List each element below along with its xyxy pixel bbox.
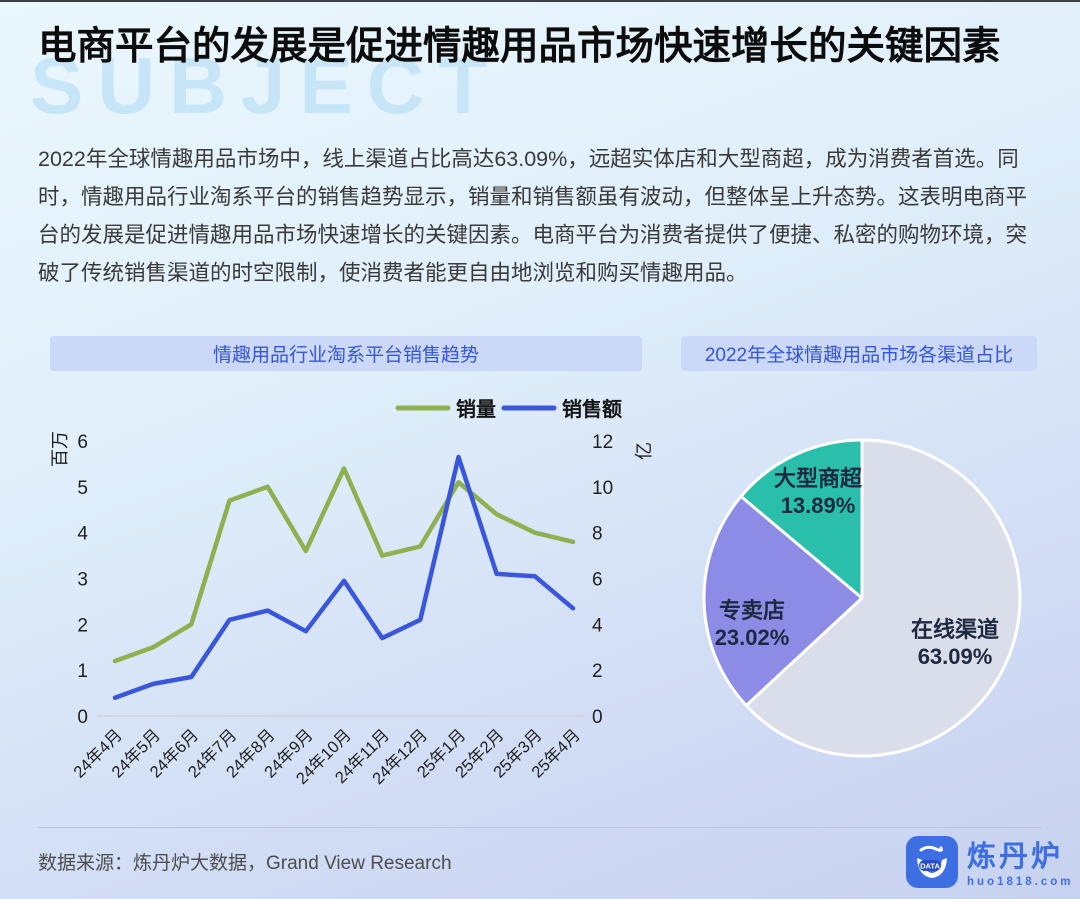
right-axis-unit: 亿 bbox=[634, 442, 654, 460]
data-badge-label: DATA bbox=[920, 862, 940, 871]
footer-divider bbox=[38, 827, 1042, 828]
line-series-销售额 bbox=[112, 454, 576, 700]
pie-slice-label: 大型商超 bbox=[774, 466, 863, 491]
legend-label: 销售额 bbox=[562, 397, 622, 421]
logo-name: 炼丹炉 bbox=[967, 840, 1064, 873]
pie-slice-在线渠道 bbox=[744, 438, 1022, 758]
left-axis-tick: 3 bbox=[77, 570, 88, 591]
right-axis-tick: 6 bbox=[592, 570, 603, 591]
legend-label: 销量 bbox=[456, 397, 496, 421]
right-axis-tick: 8 bbox=[592, 524, 603, 545]
cauldron-icon bbox=[917, 858, 947, 878]
pie-slice-大型商超 bbox=[739, 438, 864, 600]
left-axis-tick: 5 bbox=[77, 478, 88, 499]
right-axis-tick: 10 bbox=[592, 478, 613, 499]
pie-slice-label: 专卖店 bbox=[719, 598, 785, 623]
left-axis-tick: 6 bbox=[77, 432, 88, 453]
top-edge-bar bbox=[0, 0, 1080, 2]
legend-item-销量[interactable]: 销量 bbox=[395, 397, 496, 421]
left-axis-unit: 百万 bbox=[50, 431, 70, 467]
subject-watermark: SUBJECT bbox=[30, 41, 502, 130]
pie-slice-value: 63.09% bbox=[918, 644, 993, 669]
page-title: 电商平台的发展是促进情趣用品市场快速增长的关键因素 bbox=[38, 25, 1001, 68]
pie-slice-label: 在线渠道 bbox=[911, 617, 999, 642]
steam-swirl-icon bbox=[919, 845, 943, 852]
right-axis-tick: 12 bbox=[592, 432, 613, 453]
right-axis-tick: 2 bbox=[592, 661, 603, 682]
left-axis-tick: 2 bbox=[77, 615, 88, 636]
body-paragraph: 2022年全球情趣用品市场中，线上渠道占比高达63.09%，远超实体店和大型商超… bbox=[38, 147, 1028, 285]
logo-icon: DATA bbox=[906, 836, 958, 888]
right-axis-tick: 4 bbox=[592, 615, 603, 636]
line-chart-header: 情趣用品行业淘系平台销售趋势 bbox=[50, 336, 642, 371]
liandanlu-logo[interactable]: DATA 炼丹炉 huo1818.com bbox=[906, 836, 1071, 892]
legend-item-销售额[interactable]: 销售额 bbox=[501, 397, 622, 421]
left-axis-tick: 4 bbox=[77, 524, 88, 545]
left-axis-tick: 1 bbox=[77, 661, 88, 682]
pie-slice-value: 23.02% bbox=[715, 625, 790, 650]
pie-slice-专卖店 bbox=[702, 494, 864, 707]
logo-url: huo1818.com bbox=[967, 875, 1074, 888]
pie-chart-header: 2022年全球情趣用品市场各渠道占比 bbox=[681, 336, 1037, 371]
right-axis-tick: 0 bbox=[592, 707, 603, 728]
line-series-销量 bbox=[112, 466, 576, 664]
left-axis-tick: 0 bbox=[77, 707, 88, 728]
pie-slice-value: 13.89% bbox=[781, 493, 856, 518]
data-source-text: 数据来源：炼丹炉大数据，Grand View Research bbox=[38, 853, 452, 874]
